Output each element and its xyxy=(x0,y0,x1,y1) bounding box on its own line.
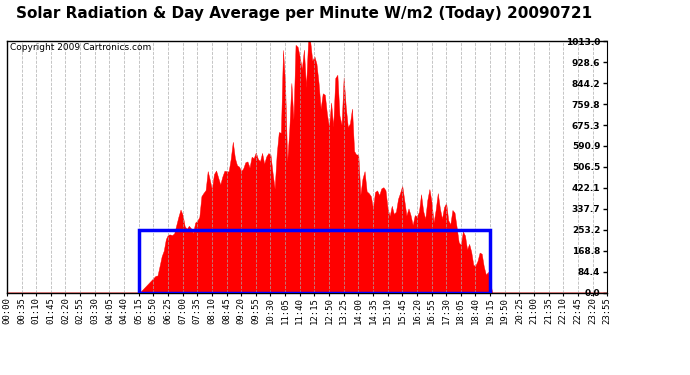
Bar xyxy=(139,230,490,292)
Text: Copyright 2009 Cartronics.com: Copyright 2009 Cartronics.com xyxy=(10,42,151,51)
Text: Solar Radiation & Day Average per Minute W/m2 (Today) 20090721: Solar Radiation & Day Average per Minute… xyxy=(16,6,591,21)
